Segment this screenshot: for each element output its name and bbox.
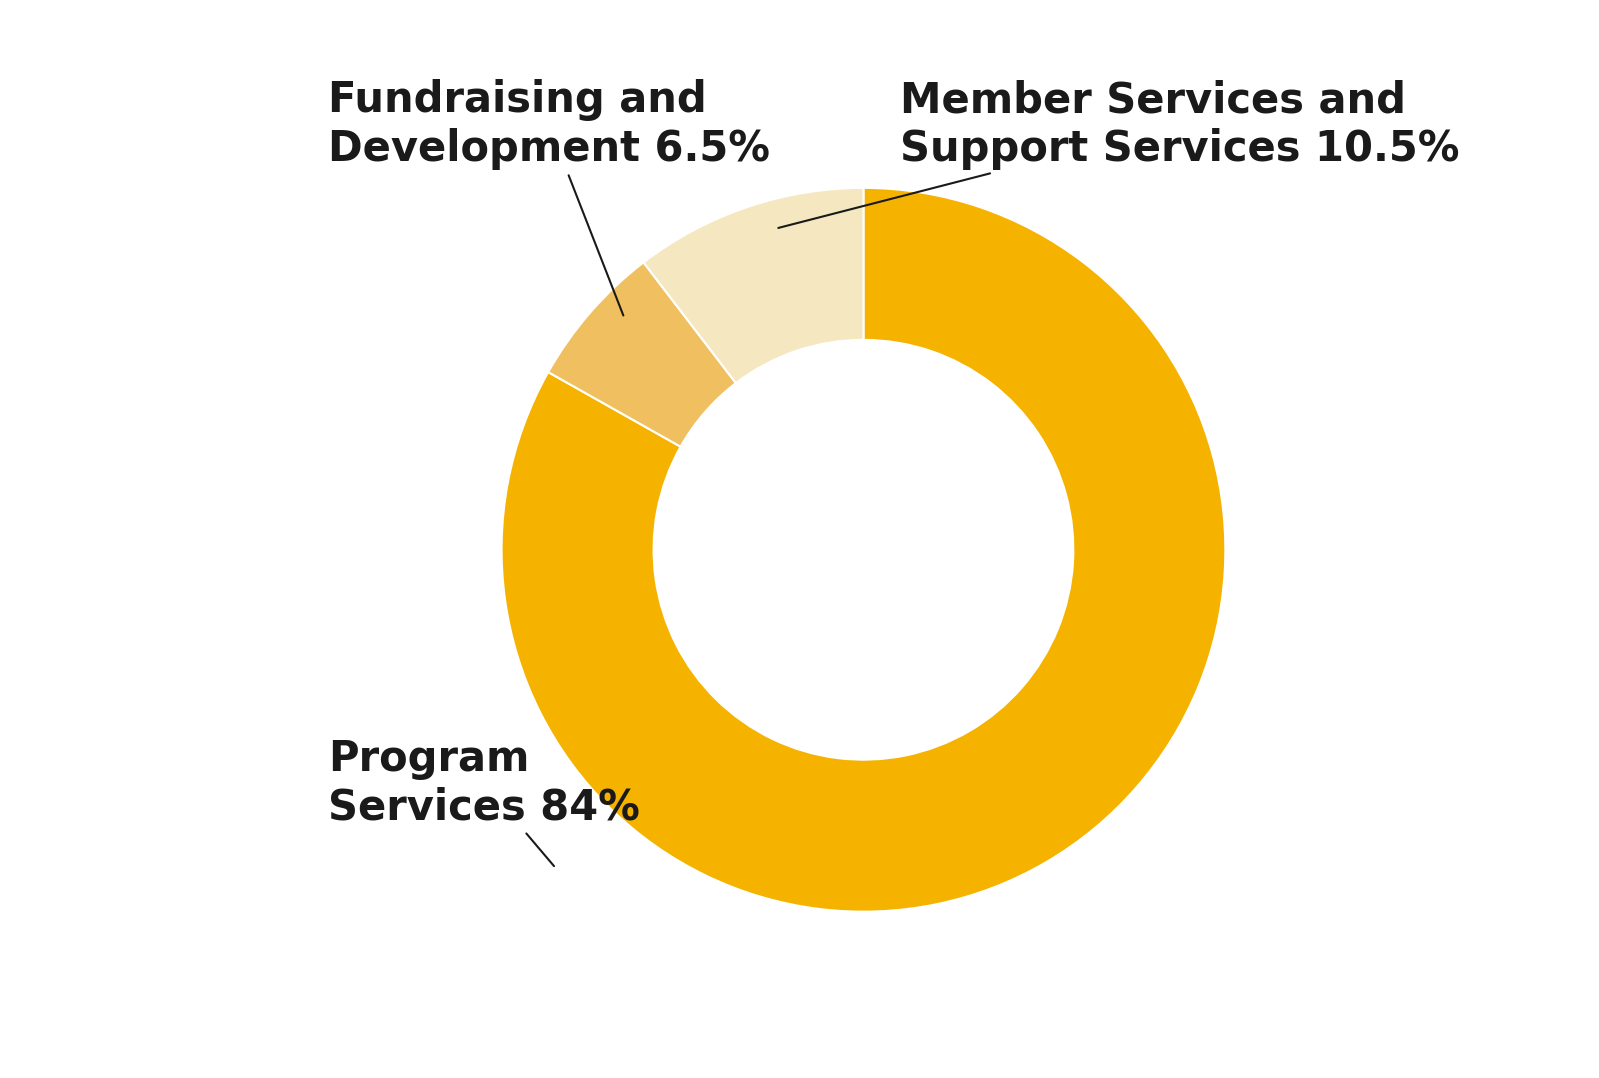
Wedge shape [548, 262, 736, 446]
Text: Program
Services 84%: Program Services 84% [328, 738, 640, 866]
Text: Member Services and
Support Services 10.5%: Member Services and Support Services 10.… [779, 80, 1460, 227]
Wedge shape [502, 188, 1225, 912]
Wedge shape [643, 188, 863, 383]
Text: Fundraising and
Development 6.5%: Fundraising and Development 6.5% [328, 80, 769, 316]
